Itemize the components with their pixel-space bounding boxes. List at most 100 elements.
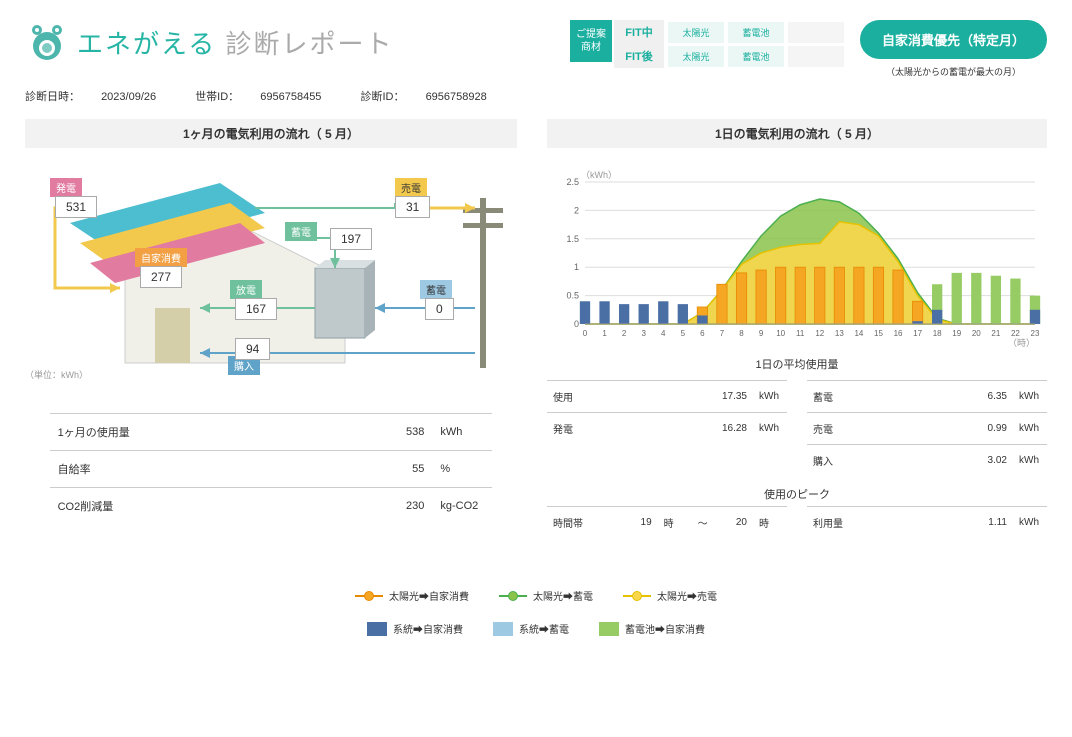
daily-label: 蓄電 — [807, 381, 911, 413]
daily-label: 売電 — [807, 413, 911, 445]
meta-row: 診断日時： 2023/09/26 世帯ID： 6956758455 診断ID： … — [0, 88, 1072, 119]
monthly-stats-table: 1ヶ月の使用量 538 kWh自給率 55 %CO2削減量 230 kg-CO2 — [50, 413, 493, 524]
unit-note: （単位：kWh） — [25, 368, 88, 381]
svg-text:3: 3 — [641, 329, 646, 338]
val-chikuden: 197 — [330, 228, 372, 250]
daily-unit: kWh — [1013, 413, 1047, 445]
badge-wrap: 自家消費優先（特定月） （太陽光からの蓄電が最大の月） — [860, 20, 1047, 78]
svg-text:21: 21 — [991, 329, 1000, 338]
diag-date: 診断日時： 2023/09/26 — [25, 91, 174, 103]
stat-val: 538 — [372, 414, 432, 451]
title-main: エネがえる — [77, 29, 216, 59]
daily-row: 購入 3.02 kWh — [807, 445, 1047, 477]
fit-empty — [788, 22, 844, 43]
legend-item: 太陽光➡蓄電 — [499, 588, 593, 603]
val-baiden: 31 — [395, 196, 430, 218]
svg-text:1: 1 — [602, 329, 607, 338]
svg-text:1: 1 — [574, 262, 579, 272]
daily-row: 売電 0.99 kWh — [807, 413, 1047, 445]
fit-cell: 蓄電池 — [728, 46, 784, 67]
svg-text:8: 8 — [739, 329, 744, 338]
fit-label: FIT中 — [614, 20, 664, 44]
stat-unit: kg-CO2 — [432, 488, 492, 525]
label-syuden: 蓄電 — [420, 280, 452, 299]
fit-cell: 太陽光 — [668, 22, 724, 43]
svg-text:16: 16 — [894, 329, 903, 338]
stat-unit: kWh — [432, 414, 492, 451]
daily-label: 購入 — [807, 445, 911, 477]
monthly-column: 1ヶ月の電気利用の流れ（ 5 月） — [25, 119, 517, 538]
daily-column: 1日の電気利用の流れ（ 5 月） （kWh）00.511.522.5012345… — [547, 119, 1047, 538]
daily-val: 0.99 — [911, 413, 1013, 445]
daily-row: 発電 16.28 kWh — [547, 413, 787, 445]
svg-text:12: 12 — [815, 329, 824, 338]
fit-table: FIT中太陽光蓄電池FIT後太陽光蓄電池 — [614, 20, 848, 68]
svg-text:11: 11 — [796, 329, 805, 338]
label-baiden: 売電 — [395, 178, 427, 197]
svg-text:23: 23 — [1031, 329, 1040, 338]
peak-left: 時間帯 19時 ～ 20時 — [547, 506, 787, 538]
legend-item: 太陽光➡自家消費 — [355, 588, 469, 603]
flow-diagram: 発電 531 自家消費 277 蓄電 197 放電 167 売電 31 蓄電 0… — [25, 168, 517, 398]
stat-label: 1ヶ月の使用量 — [50, 414, 373, 451]
svg-text:17: 17 — [913, 329, 922, 338]
header-right: ご提案 商材 FIT中太陽光蓄電池FIT後太陽光蓄電池 自家消費優先（特定月） … — [570, 20, 1047, 78]
fit-cell: 蓄電池 — [728, 22, 784, 43]
stat-unit: % — [432, 451, 492, 488]
daily-unit: kWh — [753, 381, 787, 413]
badge-subtitle: （太陽光からの蓄電が最大の月） — [860, 65, 1047, 78]
legend: 太陽光➡自家消費 太陽光➡蓄電 太陽光➡売電系統➡自家消費 系統➡蓄電 蓄電池➡自家消費 — [0, 538, 1072, 656]
fit-cell: 太陽光 — [668, 46, 724, 67]
svg-text:18: 18 — [933, 329, 942, 338]
legend-item: 太陽光➡売電 — [623, 588, 717, 603]
label-houden: 放電 — [230, 280, 262, 299]
svg-text:2: 2 — [622, 329, 627, 338]
svg-text:（kWh）: （kWh） — [581, 170, 617, 180]
svg-text:1.5: 1.5 — [566, 234, 579, 244]
label-chikuden: 蓄電 — [285, 222, 317, 241]
daily-val: 3.02 — [911, 445, 1013, 477]
stats-row: 自給率 55 % — [50, 451, 493, 488]
stat-label: 自給率 — [50, 451, 373, 488]
peak-title: 使用のピーク — [547, 476, 1047, 506]
svg-text:19: 19 — [952, 329, 961, 338]
stats-row: 1ヶ月の使用量 538 kWh — [50, 414, 493, 451]
svg-text:14: 14 — [854, 329, 863, 338]
svg-text:9: 9 — [759, 329, 764, 338]
legend-item: 蓄電池➡自家消費 — [599, 621, 705, 636]
recommend-label: ご提案 商材 — [570, 20, 612, 62]
daily-val: 6.35 — [911, 381, 1013, 413]
page-title: エネがえる 診断レポート — [77, 24, 393, 61]
daily-unit: kWh — [1013, 445, 1047, 477]
diag-id: 診断ID： 6956758928 — [361, 91, 505, 103]
svg-text:22: 22 — [1011, 329, 1020, 338]
val-houden: 167 — [235, 298, 277, 320]
daily-row: 使用 17.35 kWh — [547, 381, 787, 413]
daily-chart: （kWh）00.511.522.501234567891011121314151… — [547, 168, 1047, 348]
svg-text:2: 2 — [574, 205, 579, 215]
legend-item: 系統➡蓄電 — [493, 621, 569, 636]
daily-summary-grid: 使用 17.35 kWh発電 16.28 kWh 蓄電 6.35 kWh売電 0… — [547, 380, 1047, 476]
daily-right-table: 蓄電 6.35 kWh売電 0.99 kWh購入 3.02 kWh — [807, 380, 1047, 476]
svg-text:15: 15 — [874, 329, 883, 338]
svg-text:0.5: 0.5 — [566, 291, 579, 301]
svg-text:2.5: 2.5 — [566, 177, 579, 187]
daily-title: 1日の電気利用の流れ（ 5 月） — [547, 119, 1047, 148]
svg-text:0: 0 — [583, 329, 588, 338]
svg-text:（時）: （時） — [1008, 338, 1035, 348]
daily-avg-title: 1日の平均使用量 — [547, 348, 1047, 380]
stat-label: CO2削減量 — [50, 488, 373, 525]
stats-row: CO2削減量 230 kg-CO2 — [50, 488, 493, 525]
label-hatsuden: 発電 — [50, 178, 82, 197]
svg-text:7: 7 — [720, 329, 725, 338]
daily-val: 17.35 — [642, 381, 753, 413]
content: 1ヶ月の電気利用の流れ（ 5 月） — [0, 119, 1072, 538]
stat-val: 55 — [372, 451, 432, 488]
daily-row: 蓄電 6.35 kWh — [807, 381, 1047, 413]
svg-text:20: 20 — [972, 329, 981, 338]
peak-right: 利用量 1.11 kWh — [807, 506, 1047, 538]
svg-text:4: 4 — [661, 329, 666, 338]
legend-item: 系統➡自家消費 — [367, 621, 463, 636]
monthly-title: 1ヶ月の電気利用の流れ（ 5 月） — [25, 119, 517, 148]
svg-text:6: 6 — [700, 329, 705, 338]
